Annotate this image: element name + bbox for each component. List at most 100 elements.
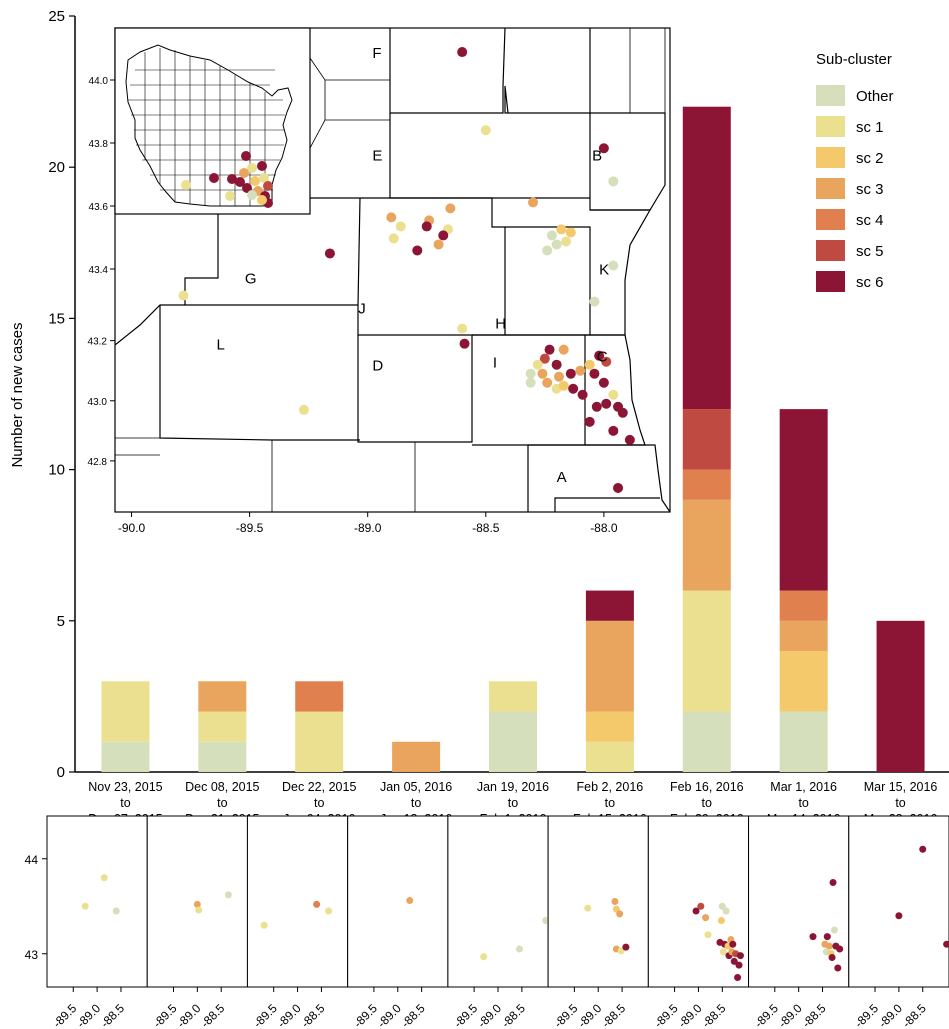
- bar-segment-sc-6: [585, 590, 634, 621]
- legend-swatch: [816, 178, 845, 199]
- bar-segment-other: [682, 711, 731, 772]
- panel-x-tick-label: -88.5: [599, 1001, 628, 1029]
- panel-frame: [246, 815, 349, 988]
- panel-x-tick-label: -89.5: [351, 1001, 380, 1029]
- bar-segment-sc-3: [392, 741, 441, 772]
- map-case-point: [565, 227, 576, 238]
- panel-case-point: [730, 957, 738, 965]
- category-label: to: [217, 796, 227, 810]
- category-label: to: [120, 796, 130, 810]
- map-case-point: [561, 236, 572, 247]
- map-case-point: [591, 401, 602, 412]
- map-case-points: [178, 47, 635, 493]
- small-multiple-panel: -89.5-89.0-88.5: [748, 815, 850, 1029]
- legend-label: sc 3: [856, 181, 884, 198]
- category-label: to: [798, 796, 808, 810]
- panel-x-tick-label: -88.5: [98, 1001, 127, 1029]
- map-case-point: [598, 143, 609, 154]
- map-case-point: [542, 245, 553, 256]
- map-case-point: [457, 47, 468, 58]
- panel-case-point: [717, 917, 725, 924]
- legend-swatch: [816, 271, 845, 292]
- map-case-point: [525, 368, 536, 379]
- map-case-point: [608, 425, 619, 436]
- panel-x-tick-label: -89.0: [675, 1001, 704, 1029]
- bars: [101, 106, 925, 772]
- panel-case-point: [100, 874, 108, 882]
- legend-swatch: [816, 240, 845, 261]
- small-multiple-panel: -89.5-89.0-88.5: [848, 815, 949, 1029]
- map-case-point: [608, 176, 619, 187]
- legend-label: sc 4: [856, 212, 884, 229]
- state-case-point: [241, 151, 251, 161]
- panel-case-point: [809, 933, 817, 941]
- panel-case-point: [692, 907, 700, 915]
- map-region-labels: F E B G K J H L D I C A: [217, 45, 610, 486]
- legend-swatch: [816, 85, 845, 106]
- map-case-point: [558, 344, 569, 355]
- state-case-point: [209, 173, 219, 183]
- region-label-K: K: [599, 262, 609, 279]
- legend-label: sc 2: [856, 150, 884, 167]
- category-label: to: [508, 796, 518, 810]
- state-inset: 43.4 43.6 43.8 44.0: [89, 27, 311, 276]
- bar-segment-sc-1: [198, 711, 247, 742]
- state-case-point: [235, 177, 245, 187]
- map-case-point: [388, 233, 399, 244]
- map-case-point: [608, 389, 619, 400]
- panel-x-tick-label: -89.5: [50, 1001, 79, 1029]
- panel-case-point: [193, 900, 201, 908]
- region-label-D: D: [372, 358, 383, 375]
- map-y-tick-label: 42.8: [88, 457, 108, 468]
- panel-case-point: [616, 910, 624, 918]
- map-x-tick-label: -89.0: [354, 521, 382, 535]
- map-case-point: [178, 290, 189, 301]
- map-case-point: [594, 350, 605, 361]
- map-case-point: [542, 377, 553, 388]
- category-label: to: [605, 796, 615, 810]
- state-case-point: [259, 173, 269, 183]
- small-multiple-panel: -89.5-89.0-88.5: [347, 815, 449, 1029]
- panel-x-tick-label: -89.5: [551, 1001, 580, 1029]
- panel-x-tick-label: -89.0: [575, 1001, 604, 1029]
- panel-case-point: [722, 907, 730, 915]
- region-boundary-J: [357, 197, 506, 336]
- state-case-point: [247, 190, 257, 200]
- y-tick-label: 15: [48, 310, 65, 327]
- panel-case-point: [617, 947, 625, 955]
- y-tick-label: 10: [48, 462, 65, 479]
- category-label: to: [314, 796, 324, 810]
- panel-frame: [748, 815, 850, 988]
- state-case-point: [242, 183, 252, 193]
- panel-x-tick-label: -88.5: [799, 1001, 828, 1029]
- category-label: Jan 05, 2016: [380, 780, 452, 794]
- panel-case-point: [260, 921, 268, 929]
- small-multiple-panel: -89.5-89.0-88.5: [447, 815, 550, 1029]
- panel-x-tick-label: -89.0: [74, 1001, 103, 1029]
- map-case-point: [584, 359, 595, 370]
- map-x-tick-label: -88.5: [472, 521, 500, 535]
- state-case-point: [257, 161, 267, 171]
- map-x-ticks: -90.0 -89.5 -89.0 -88.5 -88.0: [118, 512, 618, 535]
- category-label: Mar 15, 2016: [864, 780, 938, 794]
- panel-case-point: [584, 904, 592, 912]
- map-case-point: [556, 224, 567, 235]
- map-case-point: [324, 248, 335, 259]
- panel-frame: [848, 815, 949, 988]
- panel-x-tick-label: -89.0: [174, 1001, 203, 1029]
- bar-segment-sc-6: [876, 620, 925, 772]
- bar-segment-sc-1: [585, 741, 634, 772]
- category-label: Feb 2, 2016: [577, 780, 644, 794]
- panel-case-point: [81, 902, 89, 910]
- map-case-point: [537, 368, 548, 379]
- panel-x-tick-label: -88.5: [699, 1001, 728, 1029]
- panel-case-point: [702, 914, 710, 922]
- panel-x-tick-label: -89.0: [876, 1001, 905, 1029]
- state-y-tick-label: 44.0: [89, 76, 109, 87]
- y-axis-label: Number of new cases: [9, 322, 26, 467]
- panel-case-point: [697, 902, 705, 910]
- map-y-ticks: 42.8 43.0 43.2: [88, 337, 115, 468]
- legend-title: Sub-cluster: [816, 51, 892, 68]
- panel-x-tick-label: -89.0: [375, 1001, 404, 1029]
- region-label-E: E: [372, 147, 382, 164]
